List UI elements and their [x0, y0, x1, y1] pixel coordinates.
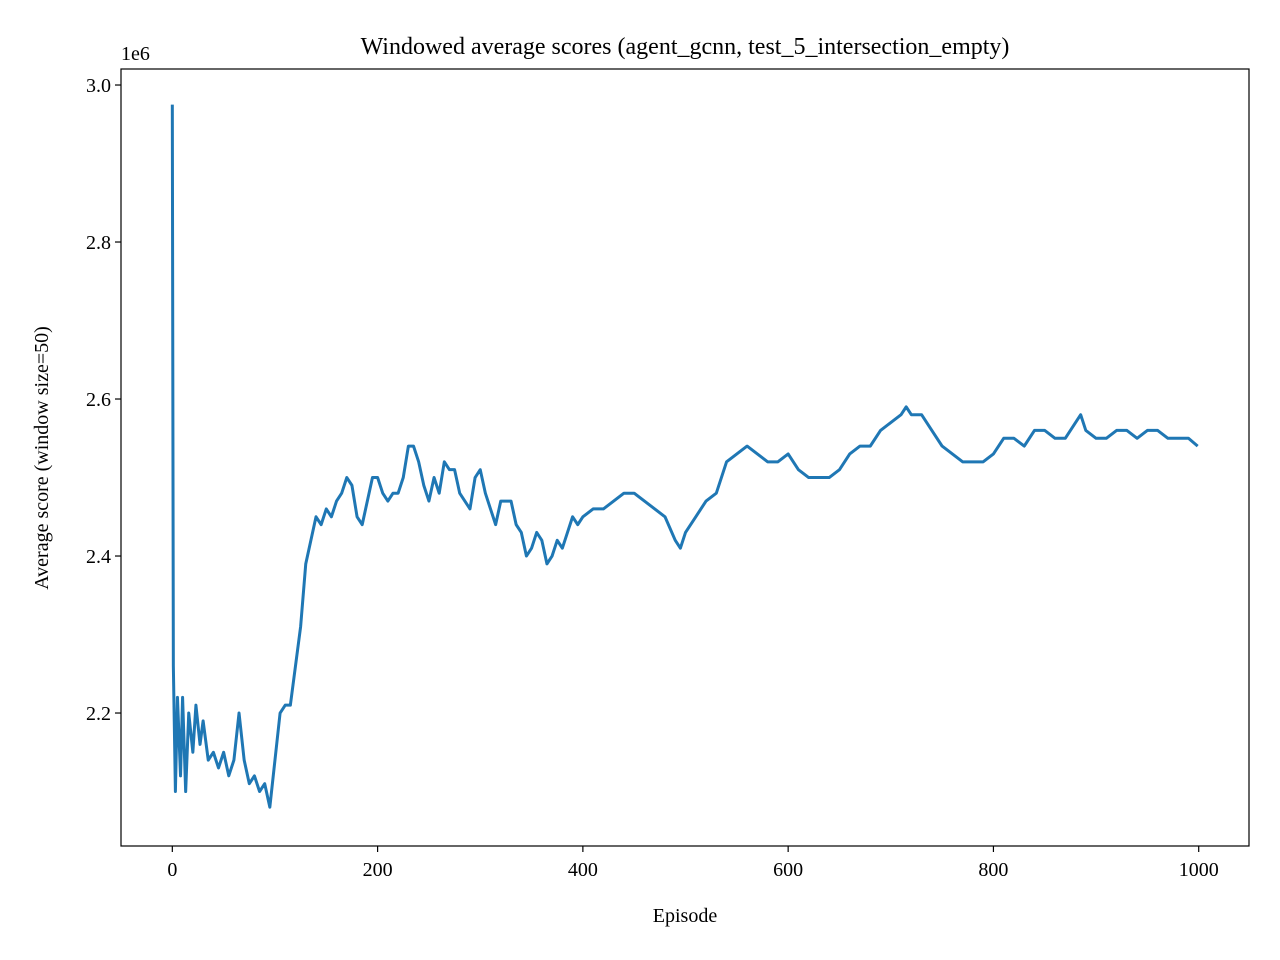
y-axis-label: Average score (window size=50) [31, 326, 53, 590]
x-tick-label: 800 [978, 859, 1008, 881]
y-tick-label: 2.2 [86, 703, 111, 725]
y-tick-label: 2.8 [86, 232, 111, 254]
y-tick-label: 3.0 [86, 75, 111, 97]
y-tick-label: 2.4 [86, 546, 111, 568]
x-tick-label: 0 [167, 859, 177, 881]
x-tick-label: 400 [568, 859, 598, 881]
x-tick-label: 200 [363, 859, 393, 881]
data-line [170, 104, 1199, 809]
x-axis-label: Episode [653, 905, 718, 927]
plot-frame [120, 68, 1250, 847]
y-offset-label: 1e6 [121, 43, 150, 65]
y-tick-label: 2.6 [86, 389, 111, 411]
x-tick-label: 1000 [1179, 859, 1219, 881]
x-tick-label: 600 [773, 859, 803, 881]
chart-title: Windowed average scores (agent_gcnn, tes… [361, 34, 1010, 60]
